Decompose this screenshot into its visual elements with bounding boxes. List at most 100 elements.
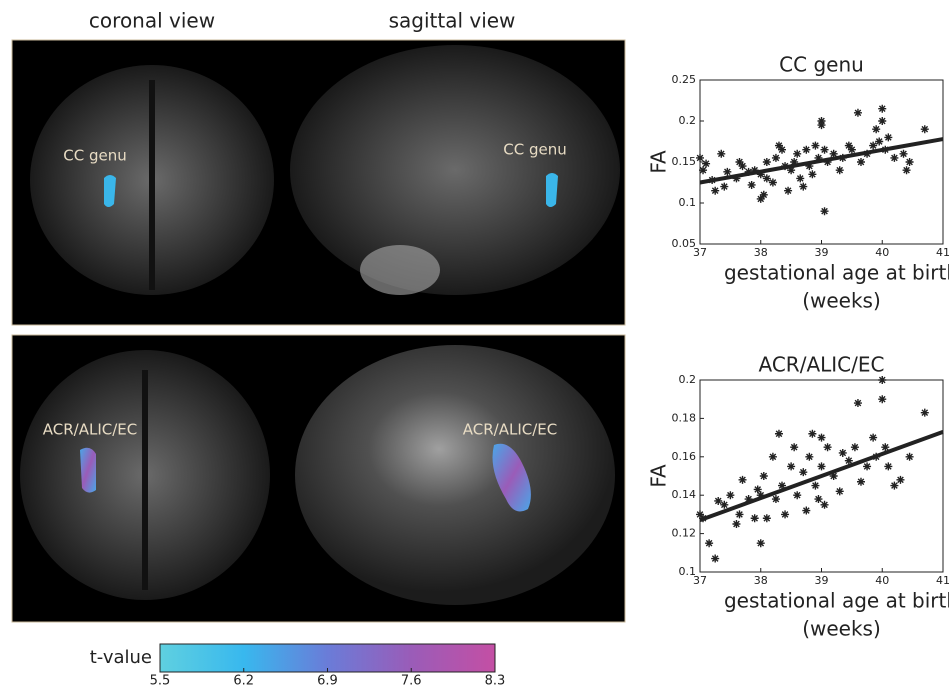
data-point <box>763 514 771 522</box>
colorbar-tick-label: 5.5 <box>150 674 171 688</box>
y-tick-label: 0.1 <box>679 196 697 209</box>
data-point <box>763 174 771 182</box>
data-point <box>696 154 704 162</box>
data-point <box>878 395 886 403</box>
x-tick-label: 41 <box>936 574 949 587</box>
data-point <box>760 191 768 199</box>
x-axis-label: (weeks) <box>802 617 881 641</box>
x-axis-label: gestational age at birth <box>724 261 949 285</box>
data-point <box>903 166 911 174</box>
colorbar-tick-label: 6.9 <box>317 674 338 688</box>
x-axis-label: (weeks) <box>802 289 881 313</box>
x-tick-label: 41 <box>936 246 949 259</box>
colorbar-tick-label: 8.3 <box>485 674 506 688</box>
data-point <box>720 501 728 509</box>
data-point <box>769 179 777 187</box>
data-point <box>921 409 929 417</box>
colorbar-tick-label: 6.2 <box>233 674 254 688</box>
chart-title: CC genu <box>779 53 864 77</box>
data-point <box>735 510 743 518</box>
data-point <box>906 158 914 166</box>
data-point <box>802 146 810 154</box>
data-point <box>836 487 844 495</box>
data-point <box>793 150 801 158</box>
data-point <box>705 539 713 547</box>
data-point <box>799 468 807 476</box>
data-point <box>839 449 847 457</box>
colorbar <box>160 644 495 672</box>
data-point <box>748 181 756 189</box>
figure: coronal view sagittal view CC genu CC ge… <box>0 0 949 687</box>
data-point <box>857 158 865 166</box>
data-point <box>857 478 865 486</box>
sagittal-brain <box>295 345 615 605</box>
data-point <box>720 183 728 191</box>
data-point <box>775 430 783 438</box>
y-tick-label: 0.15 <box>672 155 697 168</box>
data-point <box>808 430 816 438</box>
y-tick-label: 0.14 <box>672 488 697 501</box>
data-point <box>821 207 829 215</box>
data-point <box>854 109 862 117</box>
x-tick-label: 37 <box>693 246 707 259</box>
data-point <box>723 168 731 176</box>
data-point <box>863 462 871 470</box>
data-point <box>751 514 759 522</box>
data-point <box>818 434 826 442</box>
data-point <box>818 121 826 129</box>
x-tick-label: 37 <box>693 574 707 587</box>
region-blob <box>80 448 96 493</box>
x-tick-label: 38 <box>754 574 768 587</box>
data-point <box>896 476 904 484</box>
data-point <box>784 187 792 195</box>
data-point <box>796 174 804 182</box>
data-point <box>799 183 807 191</box>
data-point <box>890 482 898 490</box>
data-point <box>763 158 771 166</box>
data-point <box>906 453 914 461</box>
x-tick-label: 40 <box>875 574 889 587</box>
data-point <box>848 146 856 154</box>
colorbar-tick-label: 7.6 <box>401 674 422 688</box>
data-point <box>739 476 747 484</box>
column-label: sagittal view <box>389 9 516 33</box>
column-label: coronal view <box>89 9 215 33</box>
data-point <box>878 376 886 384</box>
data-point <box>781 510 789 518</box>
data-point <box>787 462 795 470</box>
data-point <box>878 117 886 125</box>
x-tick-label: 39 <box>815 246 829 259</box>
data-point <box>739 162 747 170</box>
data-point <box>854 399 862 407</box>
sagittal-brain <box>290 45 620 295</box>
data-point <box>836 166 844 174</box>
data-point <box>821 146 829 154</box>
data-point <box>811 482 819 490</box>
data-point <box>772 154 780 162</box>
y-tick-label: 0.25 <box>672 73 697 86</box>
data-point <box>875 138 883 146</box>
data-point <box>769 453 777 461</box>
data-point <box>884 133 892 141</box>
region-label: CC genu <box>63 147 126 165</box>
y-axis-label: FA <box>647 464 671 488</box>
data-point <box>821 501 829 509</box>
y-tick-label: 0.2 <box>679 373 697 386</box>
data-point <box>732 520 740 528</box>
cerebellum <box>360 245 440 295</box>
data-point <box>824 443 832 451</box>
region-label: ACR/ALIC/EC <box>43 421 137 439</box>
data-point <box>702 160 710 168</box>
data-point <box>711 187 719 195</box>
y-tick-label: 0.18 <box>672 411 697 424</box>
data-point <box>890 154 898 162</box>
chart-title: ACR/ALIC/EC <box>759 353 885 377</box>
data-point <box>878 105 886 113</box>
region-label: CC genu <box>503 141 566 159</box>
data-point <box>811 142 819 150</box>
data-point <box>808 170 816 178</box>
data-point <box>869 434 877 442</box>
y-axis-label: FA <box>647 150 671 174</box>
x-tick-label: 40 <box>875 246 889 259</box>
data-point <box>778 146 786 154</box>
